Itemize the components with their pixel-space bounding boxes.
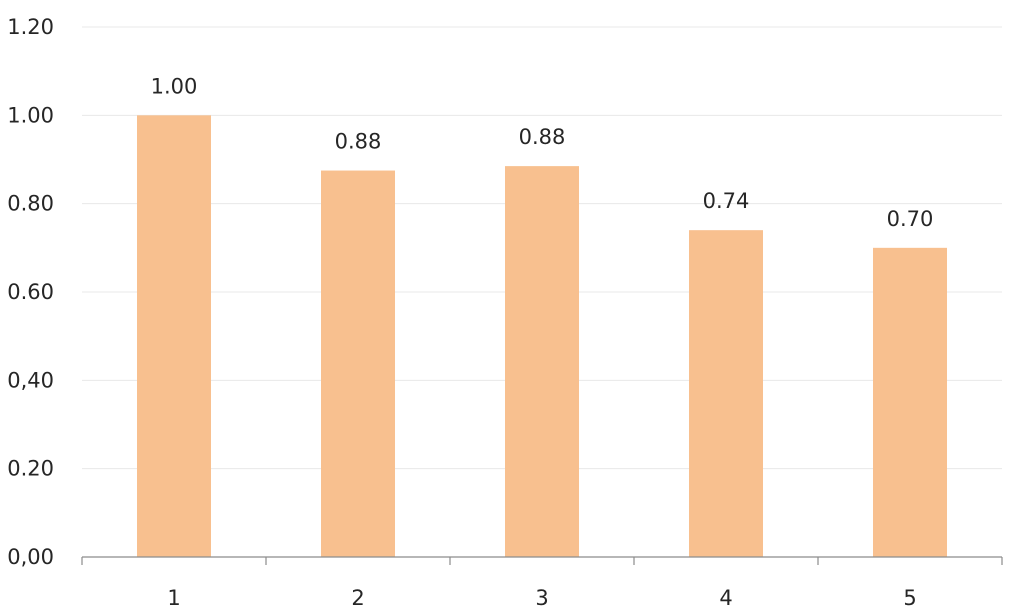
x-tick-label: 4 <box>719 586 732 610</box>
y-tick-label: 0.20 <box>7 457 54 481</box>
bar <box>689 230 763 557</box>
bar <box>873 247 947 558</box>
y-axis-tick-labels: 0,00 0.20 0,40 0.60 0.80 1.00 1.20 <box>7 15 54 569</box>
data-label: 0.70 <box>887 207 934 231</box>
x-axis <box>81 556 1003 565</box>
data-label: 0.88 <box>519 125 566 149</box>
bar <box>505 166 579 557</box>
y-tick-label: 0,40 <box>7 368 54 392</box>
y-tick-label: 0,00 <box>7 545 54 569</box>
data-label: 0.74 <box>703 189 750 213</box>
bar <box>321 170 395 557</box>
bars <box>137 115 947 558</box>
x-tick-label: 3 <box>535 586 548 610</box>
data-label: 1.00 <box>151 74 198 98</box>
y-tick-label: 0.80 <box>7 192 54 216</box>
data-labels: 1.00 0.88 0.88 0.74 0.70 <box>151 74 934 231</box>
x-axis-tick-labels: 1 2 3 4 5 <box>167 586 916 610</box>
y-tick-label: 1.20 <box>7 15 54 39</box>
y-tick-label: 1.00 <box>7 103 54 127</box>
x-tick-label: 5 <box>903 586 916 610</box>
bar <box>137 115 211 557</box>
y-tick-label: 0.60 <box>7 280 54 304</box>
x-tick-label: 2 <box>351 586 364 610</box>
data-label: 0.88 <box>335 130 382 154</box>
x-tick-label: 1 <box>167 586 180 610</box>
